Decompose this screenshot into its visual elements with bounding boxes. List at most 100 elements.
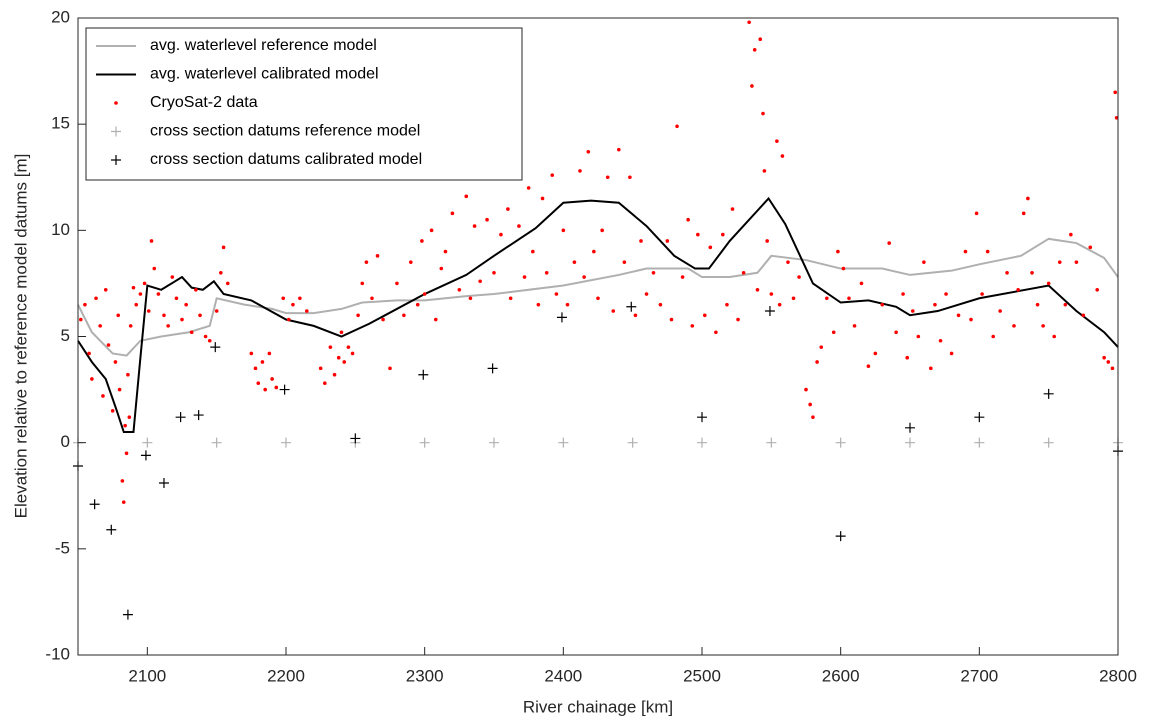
data-point: [1063, 302, 1068, 307]
data-point: [536, 302, 541, 307]
data-point: [859, 281, 864, 286]
data-point: [1046, 281, 1051, 286]
data-point: [887, 241, 891, 245]
data-point: [1095, 287, 1099, 292]
data-point: [332, 372, 337, 377]
data-point: [106, 343, 111, 347]
data-point: [561, 228, 566, 233]
data-point: [506, 207, 510, 211]
data-point: [395, 281, 399, 286]
x-tick-label: 2600: [822, 666, 860, 685]
data-point: [665, 239, 670, 243]
line-series: [77, 196, 1119, 434]
datum-marker: [350, 433, 361, 444]
data-point: [78, 317, 83, 322]
x-tick-label: 2100: [128, 666, 166, 685]
data-point: [126, 372, 130, 377]
data-point: [120, 479, 125, 483]
legend-label: avg. waterlevel calibrated model: [150, 66, 379, 83]
x-tick-label: 2300: [406, 666, 444, 685]
data-point: [267, 351, 272, 356]
data-point: [492, 271, 496, 275]
datum-marker: [279, 384, 290, 395]
data-point: [370, 296, 374, 301]
data-point: [554, 292, 559, 296]
x-tick-label: 2800: [1099, 666, 1137, 685]
data-point: [980, 292, 984, 296]
data-point: [256, 381, 261, 386]
datum-marker: [905, 422, 915, 433]
data-point: [1110, 366, 1115, 371]
data-point: [690, 324, 695, 328]
data-point: [873, 351, 878, 356]
data-point: [658, 302, 663, 307]
legend-label: cross section datums calibrated model: [150, 151, 422, 168]
data-point: [725, 302, 729, 307]
data-point: [1074, 260, 1079, 264]
data-point: [1021, 211, 1026, 216]
data-point: [1102, 355, 1106, 360]
data-point: [777, 302, 782, 307]
data-point: [318, 366, 323, 371]
data-point: [1057, 260, 1062, 264]
data-point: [905, 355, 910, 360]
data-point: [189, 330, 194, 335]
data-point: [894, 330, 898, 335]
data-point: [429, 228, 434, 233]
data-point: [622, 260, 627, 264]
data-point: [90, 377, 94, 381]
data-point: [544, 271, 549, 275]
y-tick-label: 0: [61, 432, 70, 451]
data-point: [578, 169, 582, 173]
plot-area: [73, 20, 1123, 620]
data-point: [270, 377, 274, 381]
data-point: [508, 296, 513, 301]
datum-marker: [905, 437, 915, 448]
legend-swatch: [111, 155, 121, 165]
data-point: [680, 275, 685, 279]
data-point: [985, 249, 990, 254]
data-point: [194, 287, 198, 292]
datum-marker: [106, 524, 117, 535]
data-point: [472, 224, 477, 228]
datum-marker: [281, 437, 291, 448]
data-point: [991, 334, 995, 339]
data-point: [1069, 232, 1073, 237]
data-point: [198, 313, 202, 318]
datum-marker: [1043, 388, 1054, 399]
legend-box: [85, 27, 523, 181]
data-point: [572, 260, 577, 264]
data-point: [540, 196, 545, 201]
datum-marker: [193, 410, 204, 421]
data-point: [755, 287, 760, 292]
data-point: [83, 302, 87, 307]
data-point: [402, 313, 406, 318]
data-point: [1106, 360, 1111, 364]
data-point: [831, 330, 836, 335]
datum-marker: [558, 437, 569, 448]
data-point: [721, 232, 725, 237]
x-tick-label: 2700: [960, 666, 998, 685]
data-point: [110, 409, 115, 413]
data-point: [433, 317, 438, 322]
data-point: [708, 245, 713, 250]
data-point: [582, 275, 586, 279]
datum-marker: [626, 301, 637, 312]
y-tick-label: 15: [51, 114, 70, 133]
data-point: [381, 317, 385, 322]
datum-marker: [1043, 437, 1054, 448]
data-point: [901, 292, 905, 296]
data-point: [450, 211, 455, 216]
data-point: [499, 232, 503, 237]
y-tick-label: 20: [51, 7, 70, 26]
data-point: [131, 285, 136, 290]
data-point: [346, 345, 351, 349]
data-point: [714, 330, 718, 335]
data-point: [121, 500, 126, 504]
data-point: [938, 338, 943, 343]
data-point: [342, 360, 347, 364]
data-point: [750, 84, 754, 88]
data-point: [214, 309, 219, 313]
x-tick-label: 2200: [267, 666, 305, 685]
data-point: [170, 275, 175, 279]
